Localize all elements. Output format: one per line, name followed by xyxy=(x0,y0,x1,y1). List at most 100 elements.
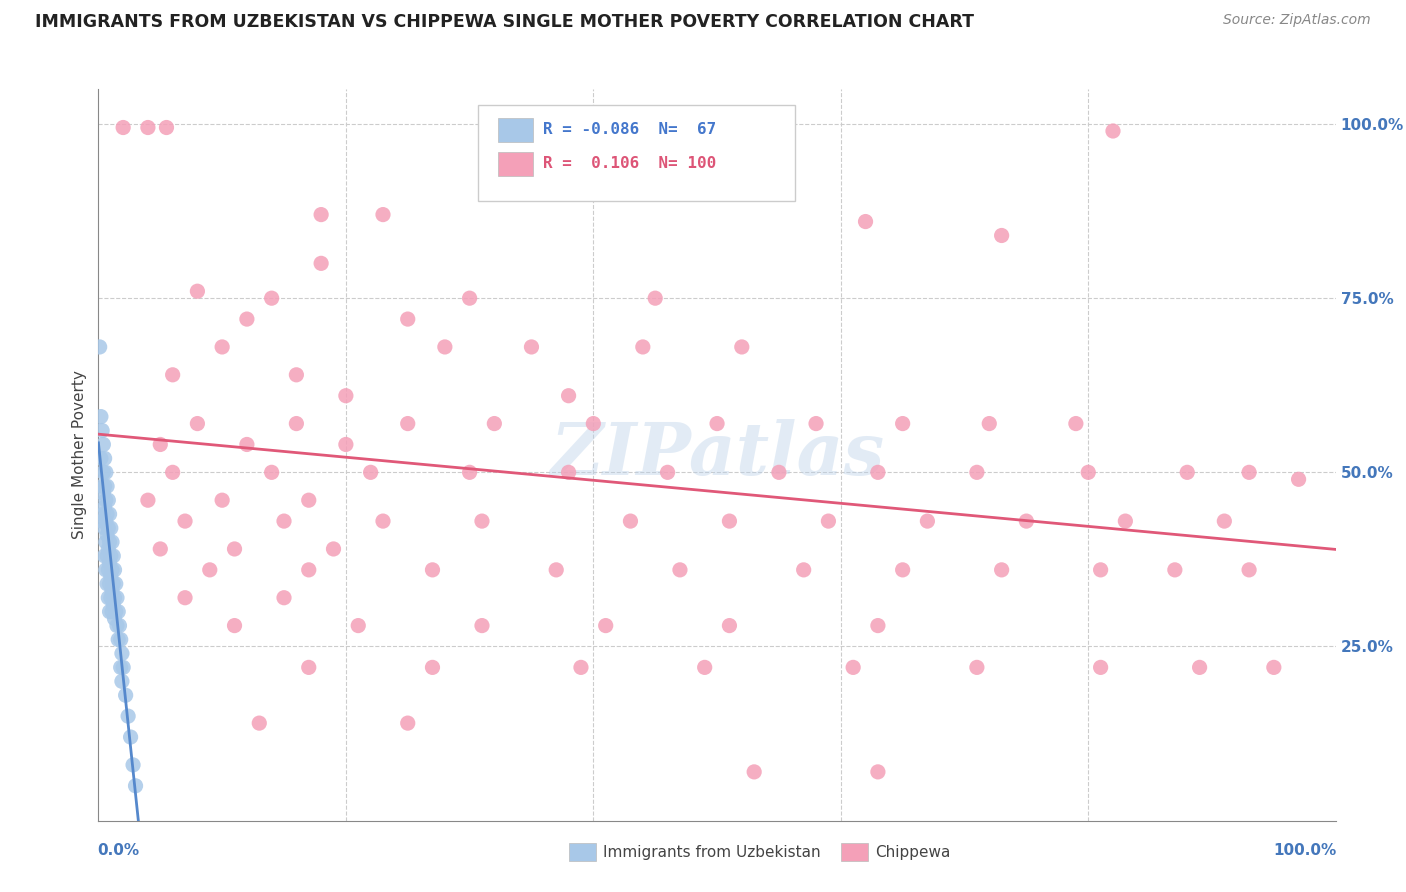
Point xyxy=(94,563,117,577)
Point xyxy=(706,417,728,431)
Point xyxy=(89,340,111,354)
Point xyxy=(112,120,135,135)
Point xyxy=(396,312,419,326)
Point xyxy=(162,466,184,480)
Point xyxy=(107,632,129,647)
Point xyxy=(96,528,118,542)
Text: 100.0%: 100.0% xyxy=(1274,843,1337,857)
Point xyxy=(104,576,127,591)
Point xyxy=(93,507,115,521)
Point xyxy=(110,660,132,674)
Point xyxy=(103,598,125,612)
Point xyxy=(768,466,790,480)
Point xyxy=(198,563,221,577)
Text: 0.0%: 0.0% xyxy=(97,843,139,857)
Point xyxy=(298,493,321,508)
Text: Immigrants from Uzbekistan: Immigrants from Uzbekistan xyxy=(603,845,821,860)
Point xyxy=(309,208,332,222)
Point xyxy=(136,493,159,508)
Point xyxy=(105,591,128,605)
Bar xyxy=(841,843,868,861)
Point xyxy=(1164,563,1187,577)
Point xyxy=(1237,466,1260,480)
Point xyxy=(236,437,259,451)
Point xyxy=(742,764,765,779)
Point xyxy=(211,340,233,354)
Point xyxy=(149,541,172,556)
Point xyxy=(174,514,197,528)
Point xyxy=(91,514,114,528)
Point xyxy=(104,605,127,619)
Point xyxy=(1263,660,1285,674)
Point xyxy=(103,591,125,605)
Point xyxy=(285,368,308,382)
Point xyxy=(396,716,419,731)
Point xyxy=(1188,660,1211,674)
Point xyxy=(569,660,592,674)
Point xyxy=(298,563,321,577)
Y-axis label: Single Mother Poverty: Single Mother Poverty xyxy=(72,370,87,540)
Point xyxy=(105,618,128,632)
Point xyxy=(891,417,914,431)
Point xyxy=(103,612,125,626)
Point xyxy=(322,541,344,556)
Bar xyxy=(498,153,533,176)
Point xyxy=(693,660,716,674)
Point xyxy=(657,466,679,480)
Point xyxy=(260,291,283,305)
Point xyxy=(335,389,357,403)
Point xyxy=(101,563,124,577)
Text: R =  0.106  N= 100: R = 0.106 N= 100 xyxy=(543,156,716,171)
Point xyxy=(90,409,112,424)
Point xyxy=(1064,417,1087,431)
Point xyxy=(98,535,121,549)
Point xyxy=(91,424,114,438)
Point xyxy=(117,709,139,723)
Point xyxy=(793,563,815,577)
Point xyxy=(458,291,481,305)
Point xyxy=(120,730,142,744)
Point xyxy=(224,618,246,632)
Point xyxy=(101,583,124,598)
Point xyxy=(371,208,394,222)
Point xyxy=(966,466,988,480)
Point xyxy=(96,479,118,493)
Point xyxy=(557,466,579,480)
Point xyxy=(98,556,121,570)
Point xyxy=(471,618,494,632)
Point xyxy=(979,417,1001,431)
Point xyxy=(94,493,117,508)
Point xyxy=(595,618,617,632)
Point xyxy=(94,514,117,528)
Point xyxy=(966,660,988,674)
Point xyxy=(103,576,125,591)
Point xyxy=(422,563,444,577)
Point xyxy=(110,632,132,647)
Text: Source: ZipAtlas.com: Source: ZipAtlas.com xyxy=(1223,13,1371,28)
Point xyxy=(1213,514,1236,528)
Point xyxy=(484,417,506,431)
Point xyxy=(273,591,295,605)
Point xyxy=(422,660,444,674)
Point xyxy=(855,214,877,228)
Point xyxy=(96,576,118,591)
Point xyxy=(260,466,283,480)
Point xyxy=(1288,472,1310,486)
Point xyxy=(619,514,641,528)
Point xyxy=(546,563,568,577)
Point xyxy=(101,535,124,549)
Point xyxy=(335,437,357,451)
Point xyxy=(91,479,114,493)
Point xyxy=(1077,466,1099,480)
Point xyxy=(107,605,129,619)
Point xyxy=(93,451,115,466)
Point xyxy=(97,521,120,535)
Point xyxy=(309,256,332,270)
Point xyxy=(433,340,456,354)
Point xyxy=(93,486,115,500)
Point xyxy=(718,618,741,632)
Point xyxy=(817,514,839,528)
Point xyxy=(103,549,125,563)
Point xyxy=(804,417,827,431)
Point xyxy=(273,514,295,528)
